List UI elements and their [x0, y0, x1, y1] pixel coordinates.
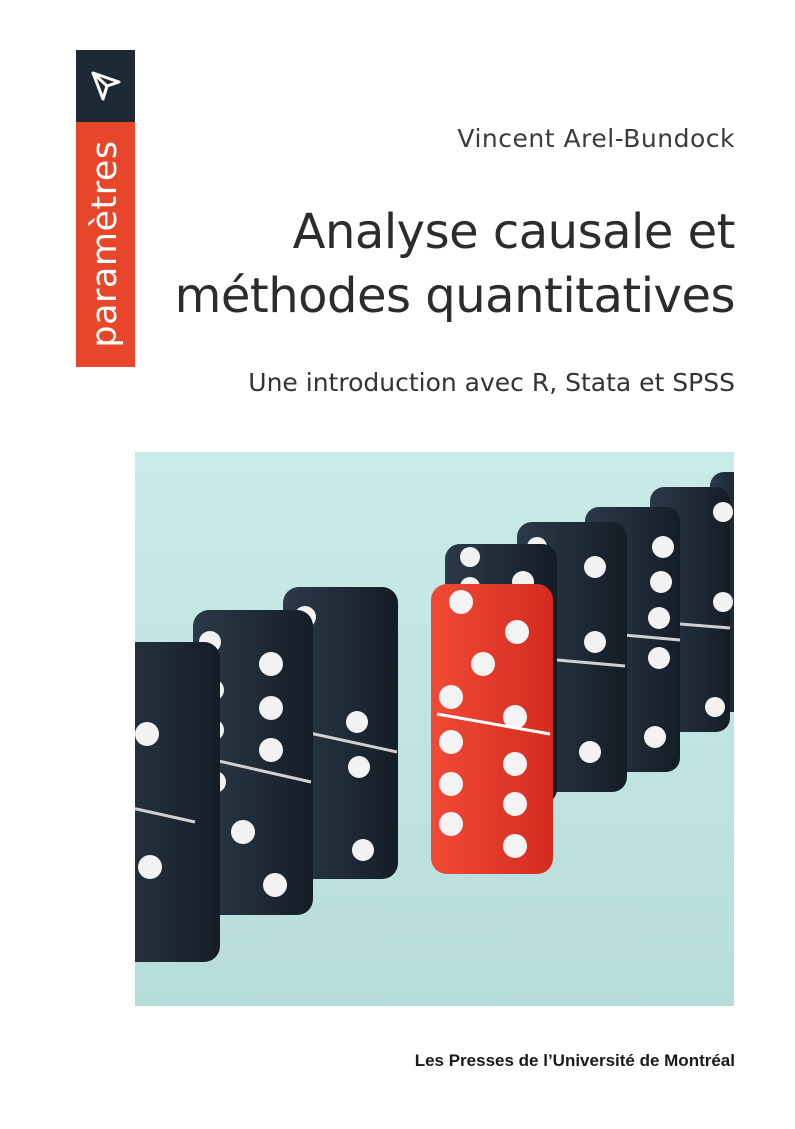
publisher-name: Les Presses de l’Université de Montréal: [414, 1051, 735, 1070]
book-title: Analyse causale et méthodes quantitative…: [174, 200, 736, 328]
book-title-line-1: Analyse causale et: [292, 204, 736, 260]
domino-red: [431, 584, 553, 874]
series-logo: [76, 50, 135, 122]
book-subtitle: Une introduction avec R, Stata et SPSS: [248, 368, 735, 397]
dominoes-illustration: [95, 452, 750, 1006]
domino-front-1: [95, 642, 220, 962]
author-name: Vincent Arel-Bundock: [457, 124, 735, 153]
book-title-line-2: méthodes quantitatives: [174, 268, 736, 324]
series-band: paramètres: [76, 50, 135, 367]
series-name-band: paramètres: [76, 122, 135, 367]
cover-image: [95, 452, 750, 1006]
arrow-triangle-icon: [91, 71, 120, 101]
series-name: paramètres: [85, 140, 125, 348]
